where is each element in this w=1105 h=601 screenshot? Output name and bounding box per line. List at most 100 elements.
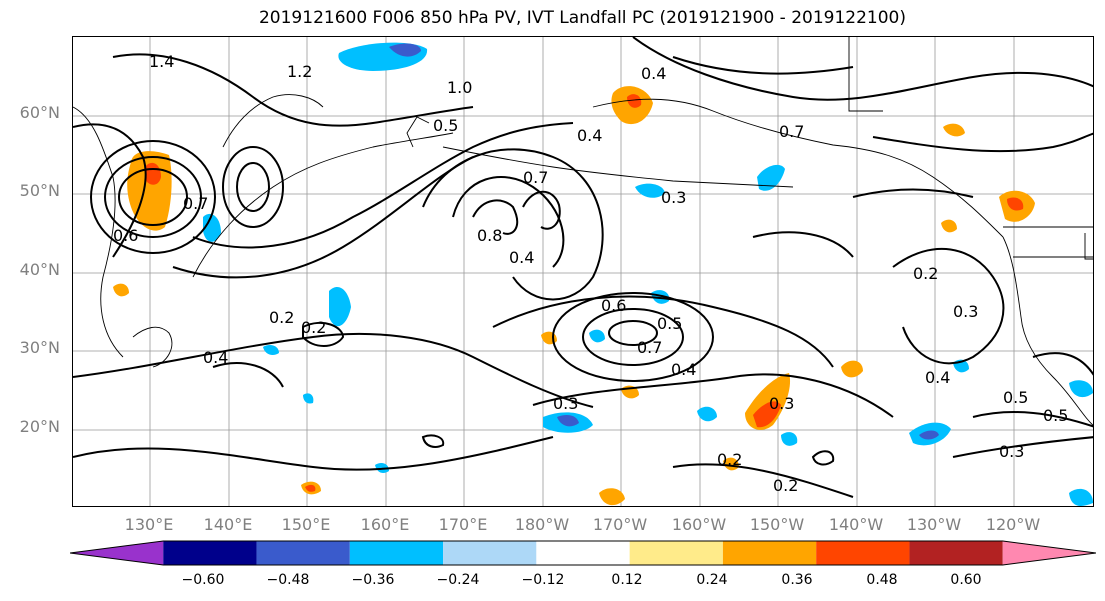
- map-panel: 1.4 1.2 1.0 0.5 0.4 0.4 0.7 0.6 0.4 0.7 …: [72, 36, 1094, 507]
- colorbar-tick: −0.36: [351, 572, 395, 588]
- colorbar-tick: 0.24: [696, 572, 728, 588]
- map-title: 2019121600 F006 850 hPa PV, IVT Landfall…: [258, 8, 906, 28]
- colorbar-tick: 0.48: [866, 572, 898, 588]
- contour-label: 0.6: [601, 296, 626, 315]
- colorbar-segment: [443, 541, 537, 565]
- contour-label: 0.3: [953, 302, 978, 321]
- pv-contours: [73, 37, 1093, 498]
- lon-label: 130°W: [906, 515, 962, 534]
- colorbar-tick: 0.60: [950, 572, 982, 588]
- colorbar-segment: [629, 541, 723, 565]
- pv-negative-shade: [919, 430, 939, 440]
- lon-label: 120°W: [985, 515, 1041, 534]
- colorbar-segment: [1002, 541, 1096, 565]
- colorbar-tick: −0.24: [436, 572, 480, 588]
- colorbar-segment: [163, 541, 257, 565]
- pv-negative-shade: [329, 286, 351, 327]
- contour-label: 0.7: [637, 338, 662, 357]
- colorbar-segment: [536, 541, 630, 565]
- contour-label: 0.3: [999, 442, 1024, 461]
- colorbar-segment: [70, 541, 164, 565]
- contour-label: 0.4: [925, 368, 950, 387]
- contour-label: 0.8: [477, 226, 502, 245]
- contour-label: 0.3: [553, 394, 578, 413]
- contour-label: 1.0: [447, 78, 472, 97]
- colorbar-tick: 0.36: [781, 572, 813, 588]
- contour-label: 1.2: [287, 62, 312, 81]
- lon-label: 170°W: [592, 515, 648, 534]
- pv-positive-shade: [627, 94, 642, 108]
- pv-positive-shade: [723, 457, 739, 471]
- pv-positive-shade: [305, 484, 316, 492]
- contour-label: 1.4: [149, 52, 174, 71]
- pv-shading: [113, 42, 1093, 506]
- pv-negative-shade: [781, 432, 798, 446]
- contour-labels: 1.4 1.2 1.0 0.5 0.4 0.4 0.7 0.6 0.4 0.7 …: [113, 52, 1068, 495]
- contour-label: 0.4: [577, 126, 602, 145]
- contour-label: 0.2: [913, 264, 938, 283]
- colorbar-segment: [349, 541, 444, 565]
- pv-negative-shade: [757, 164, 785, 191]
- pv-positive-shade: [841, 360, 863, 378]
- colorbar-segment: [722, 541, 817, 565]
- contour-label: 0.7: [523, 168, 548, 187]
- lat-label: 60°N: [19, 103, 60, 122]
- pv-positive-shade: [1007, 197, 1024, 211]
- contour-label: 0.3: [769, 394, 794, 413]
- pv-negative-shade: [303, 393, 314, 404]
- contour-label: 0.7: [779, 122, 804, 141]
- contour-label: 0.4: [509, 248, 534, 267]
- contour-label: 0.5: [657, 314, 682, 333]
- lon-label: 130°E: [124, 515, 174, 534]
- contour-label: 0.2: [269, 308, 294, 327]
- pv-negative-shade: [263, 345, 279, 355]
- lat-label: 40°N: [19, 260, 60, 279]
- contour-label: 0.7: [183, 194, 208, 213]
- pv-negative-shade: [635, 183, 665, 198]
- colorbar-segment: [816, 541, 910, 565]
- contour-label: 0.6: [113, 226, 138, 245]
- colorbar-tick: −0.12: [521, 572, 565, 588]
- pv-positive-shade: [941, 219, 957, 233]
- contour-label: 0.2: [717, 450, 742, 469]
- lon-label: 150°W: [749, 515, 805, 534]
- pv-positive-shade: [753, 401, 781, 428]
- lat-label: 50°N: [19, 181, 60, 200]
- lat-label: 20°N: [19, 417, 60, 436]
- lon-label: 160°W: [671, 515, 727, 534]
- pv-negative-shade: [697, 406, 717, 422]
- pv-negative-shade: [1069, 380, 1093, 398]
- map-canvas: 1.4 1.2 1.0 0.5 0.4 0.4 0.7 0.6 0.4 0.7 …: [73, 37, 1093, 506]
- pv-negative-shade: [389, 43, 421, 57]
- colorbar-tick: 0.12: [611, 572, 643, 588]
- pv-positive-shade: [599, 488, 625, 506]
- contour-label: 0.5: [433, 116, 458, 135]
- lon-label: 170°E: [438, 515, 488, 534]
- pv-positive-shade: [113, 283, 129, 297]
- lat-label: 30°N: [19, 338, 60, 357]
- colorbar-outline: [70, 540, 1096, 566]
- contour-label: 0.2: [301, 318, 326, 337]
- lon-label: 140°W: [828, 515, 884, 534]
- contour-label: 0.4: [671, 360, 696, 379]
- coastlines: [73, 37, 1093, 426]
- colorbar-segment: [256, 541, 350, 565]
- lon-label: 150°E: [281, 515, 331, 534]
- lon-label: 160°E: [360, 515, 410, 534]
- colorbar-tick: −0.48: [266, 572, 310, 588]
- contour-label: 0.5: [1003, 388, 1028, 407]
- contour-label: 0.4: [641, 64, 666, 83]
- pv-positive-shade: [943, 123, 965, 137]
- colorbar-segment: [909, 541, 1003, 565]
- contour-label: 0.3: [661, 188, 686, 207]
- lon-label: 180°W: [514, 515, 570, 534]
- colorbar-tick: −0.60: [181, 572, 225, 588]
- pv-negative-shade: [589, 329, 605, 343]
- lon-label: 140°E: [203, 515, 253, 534]
- pv-negative-shade: [557, 415, 579, 427]
- contour-label: 0.4: [203, 348, 228, 367]
- pv-negative-shade: [1069, 488, 1093, 506]
- pv-negative-shade: [203, 213, 221, 242]
- contour-label: 0.2: [773, 476, 798, 495]
- pv-positive-shade: [541, 331, 557, 345]
